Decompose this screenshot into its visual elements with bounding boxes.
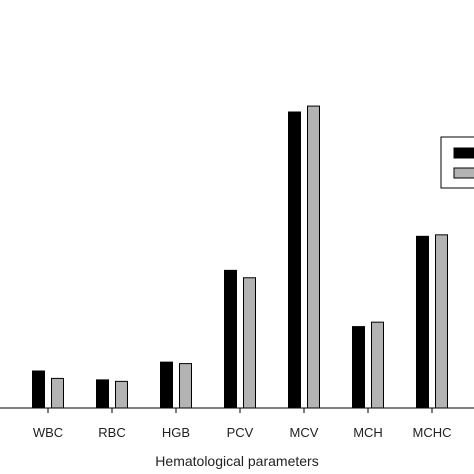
x-tick-label-wbc: WBC bbox=[33, 425, 63, 440]
legend bbox=[440, 136, 474, 189]
x-tick-label-rbc: RBC bbox=[98, 425, 125, 440]
x-tick-label-mch: MCH bbox=[353, 425, 383, 440]
bar-rbc-series-1 bbox=[96, 379, 109, 409]
legend-swatch-series-2 bbox=[453, 167, 474, 179]
x-axis-title: Hematological parameters bbox=[155, 453, 318, 469]
bar-rbc-series-2 bbox=[115, 380, 128, 409]
bar-mchc-series-2 bbox=[435, 234, 448, 409]
bar-wbc-series-2 bbox=[51, 377, 64, 409]
x-tick-label-hgb: HGB bbox=[162, 425, 190, 440]
bar-mcv-series-1 bbox=[288, 111, 301, 409]
x-tick-label-mchc: MCHC bbox=[413, 425, 452, 440]
bar-mcv-series-2 bbox=[307, 105, 320, 409]
x-tick-label-mcv: MCV bbox=[290, 425, 319, 440]
bar-mchc-series-1 bbox=[416, 235, 429, 409]
bar-pcv-series-1 bbox=[224, 269, 237, 409]
legend-box bbox=[440, 136, 474, 189]
x-ticks-group: WBC RBC HGB PCV MCV MCH MCHC bbox=[33, 408, 452, 440]
legend-swatch-series-1 bbox=[453, 147, 474, 159]
bars-group bbox=[32, 105, 448, 409]
bar-mch-series-1 bbox=[352, 326, 365, 409]
x-tick-label-pcv: PCV bbox=[227, 425, 254, 440]
bar-hgb-series-1 bbox=[160, 361, 173, 409]
bar-hgb-series-2 bbox=[179, 363, 192, 409]
bar-mch-series-2 bbox=[371, 321, 384, 409]
bar-wbc-series-1 bbox=[32, 370, 45, 409]
bar-pcv-series-2 bbox=[243, 277, 256, 409]
